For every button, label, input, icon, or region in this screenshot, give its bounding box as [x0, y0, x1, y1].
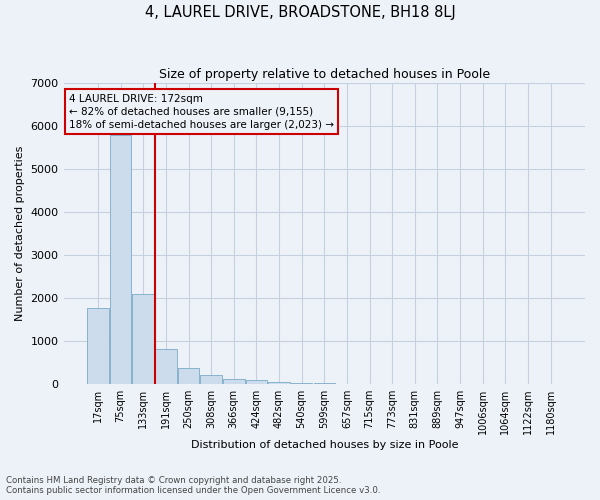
Bar	[155, 349, 176, 384]
Bar	[133, 294, 154, 384]
Bar	[87, 308, 109, 384]
Bar	[178, 368, 199, 384]
Bar	[245, 380, 267, 384]
Bar	[110, 134, 131, 384]
Text: 4, LAUREL DRIVE, BROADSTONE, BH18 8LJ: 4, LAUREL DRIVE, BROADSTONE, BH18 8LJ	[145, 5, 455, 20]
Text: Contains HM Land Registry data © Crown copyright and database right 2025.
Contai: Contains HM Land Registry data © Crown c…	[6, 476, 380, 495]
Text: 4 LAUREL DRIVE: 172sqm
← 82% of detached houses are smaller (9,155)
18% of semi-: 4 LAUREL DRIVE: 172sqm ← 82% of detached…	[69, 94, 334, 130]
Bar	[291, 383, 313, 384]
Bar	[223, 380, 245, 384]
X-axis label: Distribution of detached houses by size in Poole: Distribution of detached houses by size …	[191, 440, 458, 450]
Y-axis label: Number of detached properties: Number of detached properties	[15, 146, 25, 322]
Bar	[200, 374, 222, 384]
Bar	[268, 382, 290, 384]
Bar	[314, 383, 335, 384]
Title: Size of property relative to detached houses in Poole: Size of property relative to detached ho…	[159, 68, 490, 80]
